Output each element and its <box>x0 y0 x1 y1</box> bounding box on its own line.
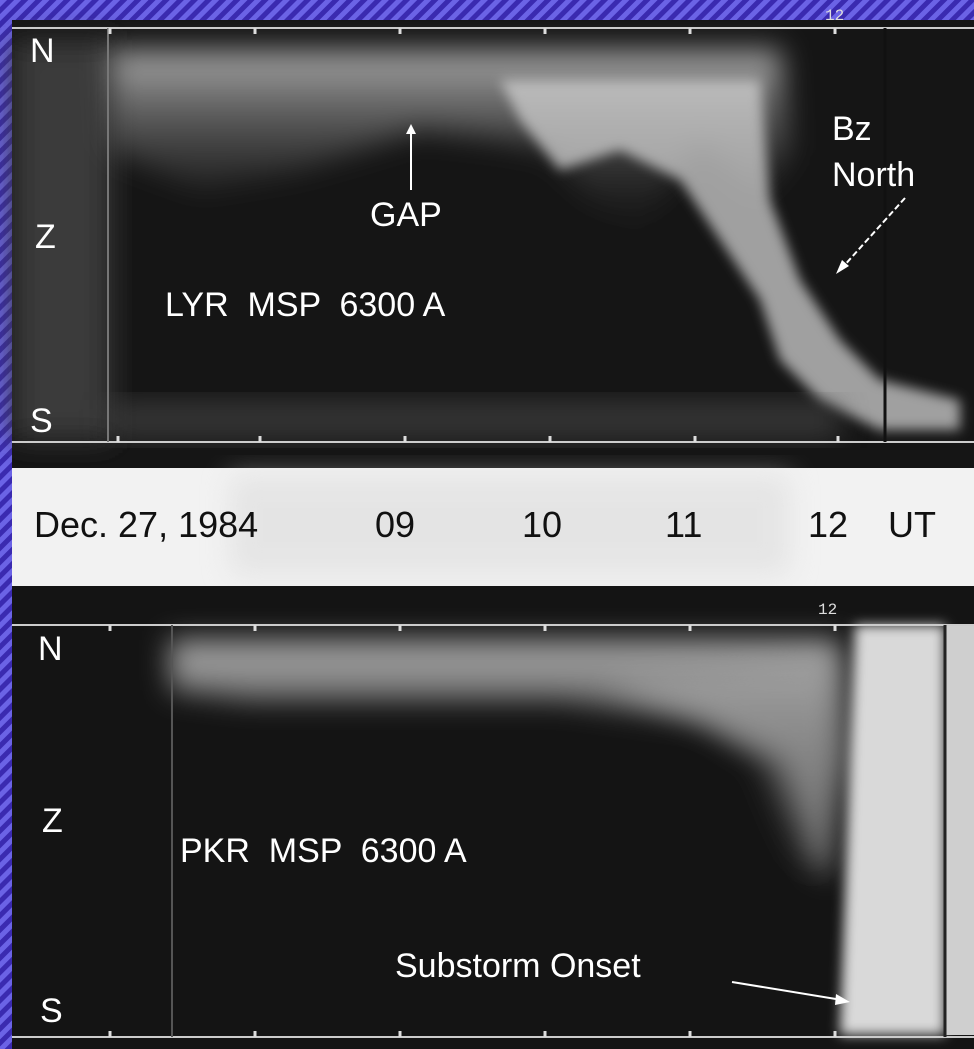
south-label: S <box>40 992 63 1030</box>
bz-label: Bz <box>832 110 872 148</box>
bz-label: North <box>832 156 915 194</box>
zenith-label: Z <box>42 802 63 840</box>
onset-label: Substorm Onset <box>395 947 641 985</box>
south-label: S <box>30 402 53 440</box>
zenith-label: Z <box>35 218 56 256</box>
hour-label: 09 <box>375 504 415 545</box>
gap-label: GAP <box>370 196 442 234</box>
hour-mark: 12 <box>818 601 837 619</box>
instrument-label: LYR MSP 6300 A <box>165 286 446 324</box>
hour-label: 11 <box>665 504 702 545</box>
north-label: N <box>30 32 55 70</box>
time-strip: Dec. 27, 1984 09 10 11 12 UT <box>12 468 974 586</box>
hour-label: 10 <box>522 504 562 545</box>
bottom-panel: 12 N Z S PKR MSP 6300 A Substorm Onset <box>12 586 974 1049</box>
instrument-label: PKR MSP 6300 A <box>180 832 467 870</box>
top-panel: 12 N Z S GAP Bz North LYR MSP 6300 A <box>12 7 974 468</box>
date-label: Dec. 27, 1984 <box>34 504 258 545</box>
hour-mark: 12 <box>825 7 844 25</box>
north-label: N <box>38 630 63 668</box>
hour-label: 12 <box>808 504 848 545</box>
unit-label: UT <box>888 504 936 545</box>
